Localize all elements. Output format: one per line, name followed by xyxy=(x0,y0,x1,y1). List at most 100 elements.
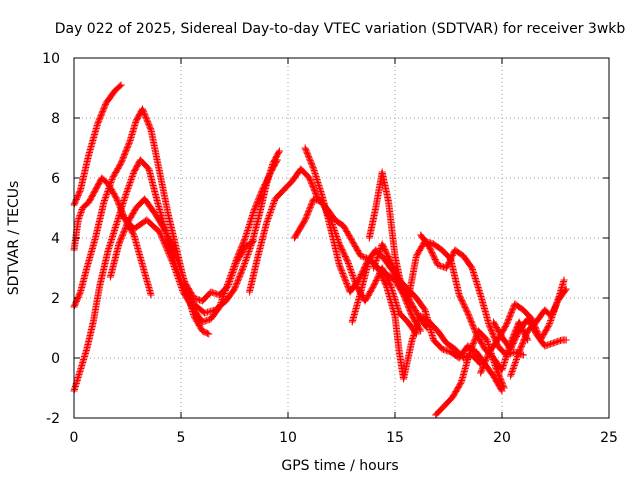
data-point xyxy=(225,276,233,284)
data-point xyxy=(411,327,419,335)
data-point xyxy=(103,191,111,198)
data-point xyxy=(263,218,271,225)
data-point xyxy=(166,238,174,246)
series-track-3 xyxy=(70,105,213,338)
x-axis-label: GPS time / hours xyxy=(281,458,398,474)
data-point xyxy=(226,275,234,282)
data-point xyxy=(240,261,248,269)
data-point xyxy=(344,258,352,266)
data-point xyxy=(220,291,228,299)
data-point xyxy=(266,210,274,218)
data-point xyxy=(126,180,134,188)
data-point xyxy=(264,216,272,224)
data-point xyxy=(232,258,240,266)
data-point xyxy=(349,272,357,279)
data-point xyxy=(76,187,84,195)
data-point xyxy=(265,213,273,221)
data-point xyxy=(512,357,520,365)
data-point xyxy=(346,263,354,270)
data-point xyxy=(345,261,353,269)
data-point xyxy=(457,379,465,387)
data-point xyxy=(172,267,180,275)
series-track-14 xyxy=(432,327,508,419)
data-point xyxy=(264,215,272,222)
data-point xyxy=(547,317,555,324)
data-point xyxy=(174,273,182,281)
data-point xyxy=(162,244,170,252)
data-point xyxy=(338,267,346,275)
data-point xyxy=(117,81,125,89)
data-point xyxy=(220,290,228,297)
data-point xyxy=(270,198,278,206)
data-point xyxy=(374,252,382,260)
data-point xyxy=(340,274,348,282)
data-point xyxy=(102,192,110,200)
data-point xyxy=(273,157,281,165)
data-point xyxy=(165,251,173,259)
data-point xyxy=(176,281,184,288)
data-point xyxy=(370,264,378,272)
data-point xyxy=(513,354,521,362)
data-point xyxy=(339,271,347,279)
data-point xyxy=(275,148,283,156)
data-point xyxy=(175,278,183,285)
data-point xyxy=(168,258,176,266)
data-point xyxy=(125,182,133,189)
data-point xyxy=(75,215,83,222)
data-point xyxy=(243,252,251,260)
data-point xyxy=(122,191,130,198)
data-point xyxy=(106,180,114,188)
data-point xyxy=(165,237,173,245)
data-point xyxy=(171,264,179,272)
data-point xyxy=(218,296,226,303)
data-point xyxy=(77,209,85,216)
data-point xyxy=(160,238,168,246)
data-point xyxy=(508,369,516,377)
data-point xyxy=(108,176,116,183)
data-point xyxy=(511,359,519,366)
data-point xyxy=(167,239,175,247)
data-point xyxy=(164,248,172,256)
data-point xyxy=(544,322,552,330)
data-point xyxy=(164,232,172,240)
axes: 0 5 10 15 20 25 -2 0 2 4 6 8 10 xyxy=(42,51,618,446)
data-point xyxy=(122,189,130,197)
chart-title: Day 022 of 2025, Sidereal Day-to-day VTE… xyxy=(55,21,626,37)
data-point xyxy=(105,183,113,191)
data-point xyxy=(127,177,135,185)
data-point xyxy=(125,183,133,191)
data-point xyxy=(242,255,250,263)
data-point xyxy=(509,366,517,374)
data-point xyxy=(266,209,274,216)
data-point xyxy=(157,232,165,240)
data-point xyxy=(227,272,235,279)
data-point xyxy=(265,212,273,219)
data-point xyxy=(125,139,133,147)
data-point xyxy=(508,368,516,375)
series-track-2 xyxy=(70,174,155,299)
data-point xyxy=(168,244,176,252)
data-point xyxy=(371,261,379,269)
data-point xyxy=(204,329,212,337)
data-point xyxy=(158,234,166,242)
data-point xyxy=(223,282,231,290)
data-point xyxy=(216,303,224,311)
data-point xyxy=(346,264,354,272)
data-point xyxy=(500,383,508,391)
data-point xyxy=(270,200,278,207)
data-point xyxy=(217,299,225,306)
x-tick-label: 15 xyxy=(386,430,404,446)
data-point xyxy=(249,238,257,246)
data-point xyxy=(515,350,523,357)
data-point xyxy=(243,254,251,261)
data-point xyxy=(147,291,155,299)
data-point xyxy=(338,268,346,276)
data-point xyxy=(373,254,381,261)
data-point xyxy=(100,197,108,204)
data-point xyxy=(514,353,522,360)
data-point xyxy=(165,249,173,257)
data-point xyxy=(164,234,172,242)
series-track-6 xyxy=(117,156,281,326)
data-point xyxy=(372,257,380,264)
data-point xyxy=(162,228,170,236)
